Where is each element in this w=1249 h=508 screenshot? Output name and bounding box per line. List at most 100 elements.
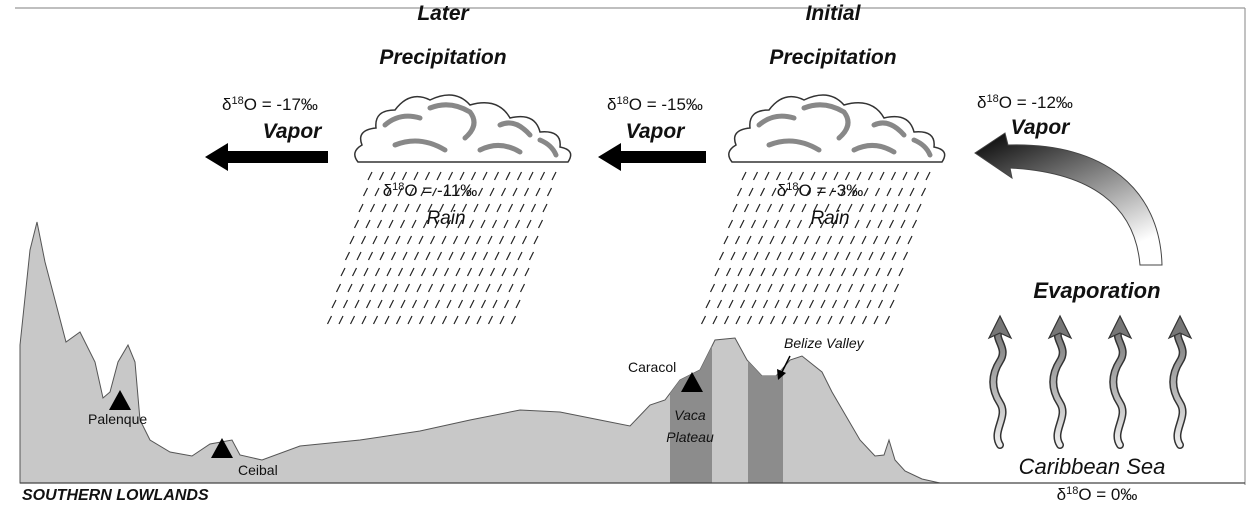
rain-streak xyxy=(850,315,856,325)
rain-streak xyxy=(877,219,883,229)
cloud-title: Precipitation xyxy=(379,46,506,69)
region-label: SOUTHERN LOWLANDS xyxy=(22,487,209,504)
rain-streak xyxy=(381,203,387,213)
rain-streak xyxy=(335,283,342,293)
rain-streak xyxy=(374,267,381,277)
rain-streak xyxy=(863,187,869,197)
rain-streak xyxy=(466,267,473,277)
rain-streak xyxy=(503,299,510,309)
rain-streak xyxy=(859,283,865,293)
rain-streak xyxy=(824,203,830,213)
rain-streak xyxy=(798,171,805,181)
rain-streak xyxy=(551,171,557,181)
rain-streak xyxy=(889,299,895,309)
rain-streak xyxy=(429,235,436,245)
rain-streak xyxy=(879,251,886,261)
rain-streak xyxy=(361,315,367,325)
rain-streak xyxy=(758,315,764,325)
rain-streak xyxy=(365,299,372,309)
rain-streak xyxy=(769,315,776,325)
cloud-title: Initial xyxy=(806,2,862,25)
rain-streak xyxy=(799,251,805,261)
rain-streak xyxy=(404,283,411,293)
rain-streak xyxy=(796,219,803,229)
rain-streak xyxy=(797,299,803,309)
site-label: Belize Valley xyxy=(784,335,865,351)
rain-streak xyxy=(868,251,874,261)
rain-streak xyxy=(854,219,860,229)
rain-streak xyxy=(390,251,397,261)
isotope-text: O = -3‰ xyxy=(799,181,864,200)
rain-streak xyxy=(884,315,891,325)
isotope-superscript: 18 xyxy=(617,95,629,107)
rain-streak xyxy=(739,299,746,309)
rain-streak xyxy=(827,315,833,325)
rain-streak xyxy=(790,283,796,293)
rain-streak xyxy=(746,235,752,245)
rain-streak xyxy=(863,267,870,277)
rain-streak xyxy=(773,219,780,229)
rain-streak xyxy=(512,267,519,277)
rain-streak xyxy=(340,267,346,277)
rain-streak xyxy=(845,251,851,261)
rain-streak xyxy=(450,203,456,213)
rain-streak xyxy=(870,203,876,213)
rain-streak xyxy=(920,187,927,197)
rain-streak xyxy=(372,235,378,245)
rain-streak xyxy=(746,315,753,325)
isotope-label: δ18O = -11‰ xyxy=(383,181,478,200)
isotope-label: δ18O = 0‰ xyxy=(1057,485,1138,504)
vapor-label: Vapor xyxy=(1011,116,1072,139)
isotope-superscript: 18 xyxy=(786,181,798,193)
rain-streak xyxy=(480,299,487,309)
isotope-label: δ18O = -3‰ xyxy=(777,181,863,200)
rain-streak xyxy=(535,187,541,197)
rain-streak xyxy=(847,283,854,293)
rain-streak xyxy=(785,299,792,309)
rain-streak xyxy=(530,203,537,213)
rain-streak xyxy=(427,283,434,293)
rain-streak xyxy=(360,235,367,245)
rain-streak xyxy=(452,235,459,245)
rain-streak xyxy=(787,171,793,181)
rain-streak xyxy=(388,299,395,309)
rain-streak xyxy=(432,267,438,277)
rain-streak xyxy=(840,187,846,197)
rain-streak xyxy=(748,187,754,197)
rain-streak xyxy=(510,235,516,245)
isotope-text: O = -11‰ xyxy=(404,181,477,200)
pointer-arrow xyxy=(777,355,791,380)
rain-streak xyxy=(767,283,773,293)
rain-streak xyxy=(399,219,406,229)
rain-streak xyxy=(794,187,800,197)
rain-streak xyxy=(395,235,401,245)
rain-streak xyxy=(861,235,867,245)
evaporation-label: Evaporation xyxy=(1033,278,1160,303)
cloud-title: Later xyxy=(417,2,470,25)
rain-streak xyxy=(347,283,353,293)
rain-streak xyxy=(849,235,856,245)
rain-streak xyxy=(519,283,526,293)
rain-streak xyxy=(468,219,475,229)
rain-streak xyxy=(370,283,376,293)
rain-streak xyxy=(482,251,489,261)
rain-streak xyxy=(418,235,424,245)
rain-streak xyxy=(736,187,743,197)
rain-streak xyxy=(812,203,819,213)
rain-streak xyxy=(528,171,534,181)
rain-streak xyxy=(443,187,449,197)
site-label: Caracol xyxy=(628,359,676,375)
rain-streak xyxy=(888,219,895,229)
vapor-label: Vapor xyxy=(263,120,324,143)
rain-streak xyxy=(478,267,484,277)
rain-streak xyxy=(759,187,766,197)
rain-streak xyxy=(872,235,879,245)
squiggle xyxy=(990,326,1006,448)
rain-streak xyxy=(725,267,732,277)
rain-streak xyxy=(831,299,838,309)
rain-label: Rain xyxy=(810,208,849,229)
rain-streak xyxy=(760,267,766,277)
rain-streak xyxy=(517,251,523,261)
rain-streak xyxy=(379,251,385,261)
rain-streak xyxy=(418,315,425,325)
